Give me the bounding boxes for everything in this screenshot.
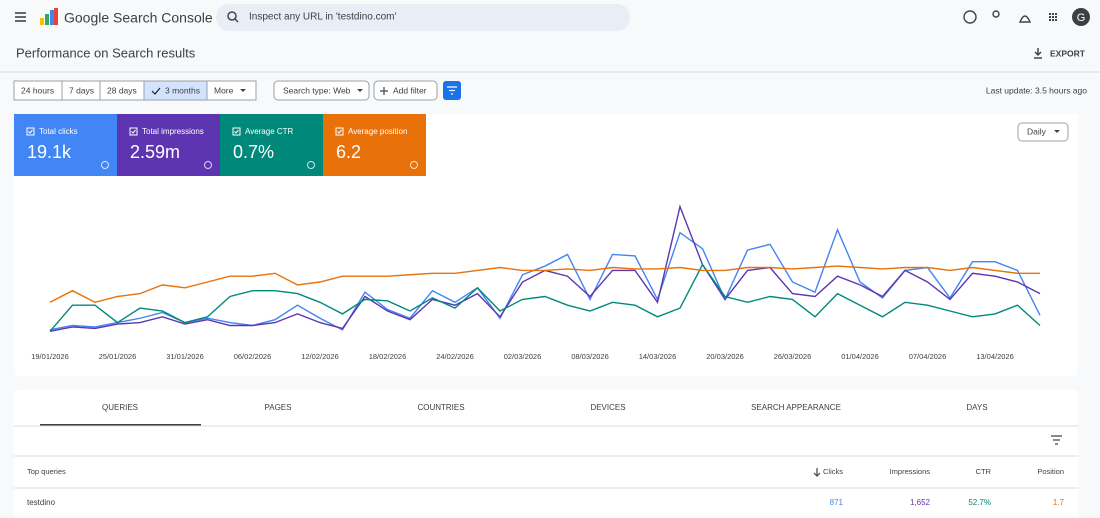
help-icon[interactable] (963, 10, 977, 24)
checkbox (26, 127, 35, 136)
metric-tile[interactable] (117, 114, 220, 176)
apps-icon[interactable] (1049, 13, 1057, 21)
x-tick-label: 14/03/2026 (639, 352, 677, 361)
search-box[interactable] (216, 4, 630, 31)
table-cell: 52.7% (968, 498, 991, 507)
add-filter-button[interactable] (373, 80, 438, 101)
metric-label: Total impressions (142, 127, 204, 136)
x-tick-label: 31/01/2026 (166, 352, 204, 361)
x-tick-label: 01/04/2026 (841, 352, 879, 361)
metric-label: Average CTR (245, 127, 294, 136)
checkbox (335, 127, 344, 136)
x-tick-label: 13/04/2026 (976, 352, 1014, 361)
range-label: 7 days (69, 85, 94, 95)
export-icon[interactable] (1034, 48, 1042, 59)
metric-label: Total clicks (39, 127, 78, 136)
check-icon (234, 129, 239, 134)
help-icon (307, 161, 315, 169)
range-button[interactable] (206, 80, 257, 101)
column-header[interactable]: Top queries (27, 467, 66, 476)
x-tick-label: 26/03/2026 (774, 352, 812, 361)
product-name: Google Search Console (64, 10, 213, 26)
tab[interactable]: SEARCH APPEARANCE (751, 403, 841, 412)
check-icon (151, 87, 161, 95)
tab[interactable]: COUNTRIES (417, 403, 464, 412)
avatar-letter: G (1077, 12, 1086, 24)
bell-icon[interactable] (1018, 15, 1032, 23)
table-cell: 871 (830, 498, 844, 507)
add-filter-label: Add filter (393, 85, 427, 95)
x-tick-label: 07/04/2026 (909, 352, 947, 361)
help-icon (101, 161, 109, 169)
granularity-label: Daily (1027, 126, 1047, 136)
metric-value: 19.1k (27, 142, 72, 162)
dropdown-arrow (1054, 130, 1060, 133)
check-icon (337, 129, 342, 134)
granularity-button[interactable] (1017, 122, 1069, 142)
metric-tile[interactable] (220, 114, 323, 176)
tab[interactable]: DAYS (966, 403, 987, 412)
tab[interactable]: PAGES (265, 403, 292, 412)
metric-value: 2.59m (130, 142, 180, 162)
checkbox (232, 127, 241, 136)
x-tick-label: 06/02/2026 (234, 352, 272, 361)
column-header[interactable]: CTR (976, 467, 992, 476)
range-label: 28 days (107, 85, 137, 95)
x-tick-label: 12/02/2026 (301, 352, 339, 361)
check-icon (131, 129, 136, 134)
range-label: 3 months (165, 85, 200, 95)
search-icon (227, 11, 239, 23)
range-label: 24 hours (21, 85, 54, 95)
x-tick-label: 24/02/2026 (436, 352, 474, 361)
check-icon (28, 129, 33, 134)
export-button[interactable]: EXPORT (1050, 48, 1086, 58)
chart-card (14, 114, 1078, 376)
dropdown-arrow (357, 89, 363, 92)
metric-label: Average position (348, 127, 407, 136)
plus-icon (380, 87, 388, 95)
help-icon (204, 161, 212, 169)
menu-icon[interactable] (15, 12, 26, 22)
logo (40, 8, 58, 25)
checkbox (129, 127, 138, 136)
table-filter-icon[interactable] (1051, 435, 1062, 445)
metric-tile[interactable] (14, 114, 117, 176)
dropdown-arrow (240, 89, 246, 92)
x-tick-label: 19/01/2026 (31, 352, 69, 361)
range-label: More (214, 85, 234, 95)
last-update: Last update: 3.5 hours ago (986, 85, 1087, 95)
search-placeholder: Inspect any URL in 'testdino.com' (249, 12, 396, 23)
table-cell: 1,652 (910, 498, 931, 507)
series-line (49, 263, 1041, 332)
table-card (14, 390, 1078, 518)
series-line (49, 265, 1040, 304)
table-cell: 1.7 (1053, 498, 1065, 507)
filter-icon (447, 86, 457, 95)
users-icon[interactable] (992, 10, 1000, 18)
page-title: Performance on Search results (16, 45, 196, 60)
metric-value: 0.7% (233, 142, 274, 162)
metric-tile[interactable] (323, 114, 426, 176)
x-tick-label: 20/03/2026 (706, 352, 744, 361)
help-icon (410, 161, 418, 169)
search-type-label: Search type: Web (283, 85, 351, 95)
x-tick-label: 18/02/2026 (369, 352, 407, 361)
x-tick-label: 08/03/2026 (571, 352, 609, 361)
column-header[interactable]: Clicks (823, 467, 843, 476)
metric-value: 6.2 (336, 142, 361, 162)
x-tick-label: 02/03/2026 (504, 352, 542, 361)
x-tick-label: 25/01/2026 (99, 352, 137, 361)
sort-arrow (813, 468, 821, 477)
tab[interactable]: QUERIES (102, 403, 138, 412)
column-header[interactable]: Position (1037, 467, 1064, 476)
avatar[interactable] (1072, 8, 1090, 26)
column-header[interactable]: Impressions (890, 467, 931, 476)
table-cell: testdino (27, 498, 56, 507)
search-type-button[interactable] (273, 80, 370, 101)
tab-underline (40, 424, 201, 426)
tab[interactable]: DEVICES (590, 403, 625, 412)
